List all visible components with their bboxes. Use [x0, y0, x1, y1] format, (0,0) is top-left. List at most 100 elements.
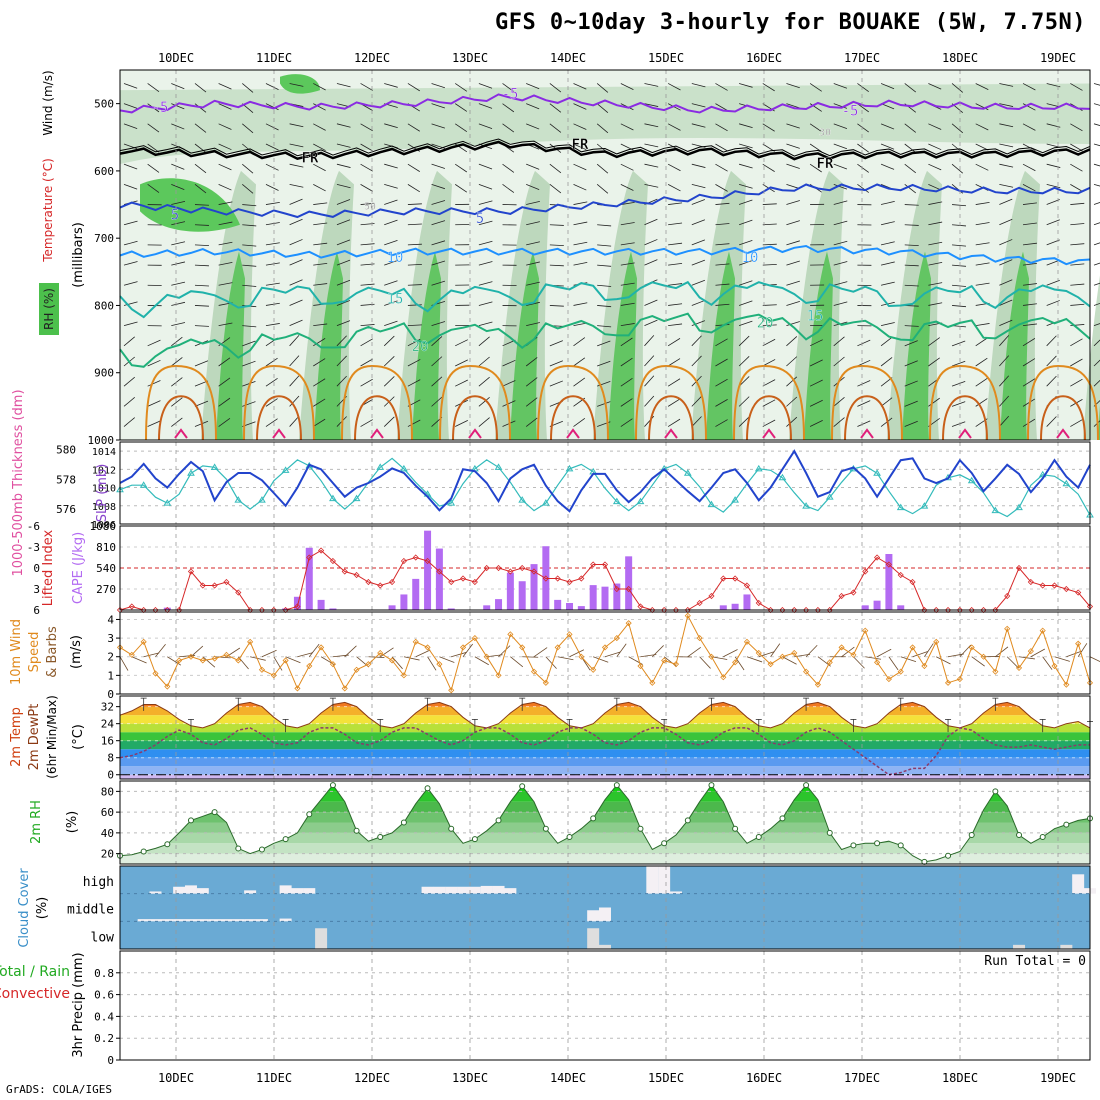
wind-barb [526, 183, 540, 190]
wind-barb [876, 648, 892, 658]
wind-speed-marker [720, 674, 727, 681]
slp-tick-label: 1014 [92, 447, 116, 458]
li-marker [874, 554, 881, 561]
wind-barb [289, 375, 300, 387]
wind-barb [336, 375, 347, 387]
cape-bar [554, 599, 562, 610]
wind-barb [336, 163, 351, 168]
wind-barb [202, 656, 216, 668]
wind-barb [1093, 202, 1100, 205]
wind-barb [407, 223, 422, 226]
date-label-top: 14DEC [550, 51, 586, 65]
wind-barb [857, 83, 869, 93]
thickness-marker [281, 466, 290, 473]
wind-barb [431, 396, 443, 407]
wind-barb [289, 259, 303, 266]
wind-speed-marker [850, 651, 857, 658]
li-marker [199, 582, 206, 589]
wind-speed-marker [282, 657, 289, 664]
wind-barb [1046, 199, 1060, 205]
wind-barb [242, 244, 257, 247]
thickness-marker [731, 496, 740, 503]
li-marker [365, 578, 372, 586]
rh-plume [1083, 275, 1100, 440]
wind-barb [360, 143, 373, 152]
wind-barb [904, 123, 917, 133]
wind-barb [687, 646, 701, 658]
wind-barb [975, 83, 989, 90]
wind-barb [809, 163, 822, 173]
wind-barb [880, 397, 893, 407]
rh-plume-core [216, 251, 245, 440]
rh-plume-core [608, 251, 637, 440]
wind-barb [313, 202, 328, 205]
wind-barb [952, 244, 967, 247]
wind-barb [455, 420, 468, 427]
li-marker [483, 564, 490, 572]
thickness-marker [707, 500, 716, 508]
wind-barb [691, 300, 706, 306]
wind-barb [999, 123, 1014, 128]
wind-barb [123, 336, 135, 347]
wind-barb [407, 359, 421, 367]
wind-barb [786, 260, 800, 266]
wind-speed-marker [672, 661, 680, 668]
wind-barb [407, 419, 421, 427]
wind-barb [147, 420, 161, 427]
slp-line [119, 449, 1091, 513]
wind-barb [285, 656, 301, 664]
wind-barb [407, 123, 420, 132]
temp-color-band [120, 774, 1090, 779]
wind-barb [242, 284, 257, 287]
wind-barb [880, 261, 895, 266]
wind-barb [1022, 123, 1036, 131]
cape-li-frame [119, 525, 1091, 611]
wind-barb [644, 123, 659, 128]
wind-barb [478, 301, 493, 306]
wind-barb [478, 163, 493, 170]
wind-barb [762, 263, 777, 266]
wind-barb [502, 163, 515, 173]
wind-barb [261, 649, 277, 658]
wind-barb [1022, 202, 1037, 205]
wind-barb [880, 241, 895, 246]
li-marker [353, 571, 360, 579]
wind-barb [143, 652, 160, 658]
li-marker [495, 564, 502, 572]
wind-barb [904, 163, 917, 174]
wind-barb [384, 163, 398, 169]
wind-barb [313, 358, 326, 367]
wind-barb [526, 301, 540, 306]
cloud-bar [492, 885, 505, 894]
wind-barb [1046, 259, 1060, 266]
precip-total-label: Total / Rain [0, 964, 70, 980]
wind-barb [691, 279, 706, 286]
thickness-marker [139, 481, 148, 488]
wind-barb [265, 242, 280, 246]
wind-barb [360, 163, 373, 172]
wind-speed-marker [507, 631, 514, 638]
wind-barb [833, 397, 845, 407]
wind-barb [265, 123, 279, 131]
wind-barb [1070, 378, 1083, 387]
wind-barb [478, 123, 493, 129]
cape-bar [424, 530, 432, 610]
wind-speed-marker [779, 653, 786, 660]
cape-tick-label: 810 [96, 541, 116, 554]
wind-barb [526, 261, 540, 266]
wind-barb [857, 339, 871, 347]
wind-barb [194, 204, 209, 206]
wind-barb [194, 325, 209, 327]
slp-tick-label: 1006 [92, 520, 116, 531]
wind-barb [526, 123, 540, 130]
wind-barb [620, 398, 633, 407]
wind-barb [880, 281, 895, 286]
wind-barb [691, 355, 702, 367]
wind-barb [833, 240, 848, 246]
wind-barb [1070, 83, 1083, 91]
wind-barb [242, 401, 256, 407]
li-marker [613, 585, 620, 593]
wind-speed-marker [578, 653, 585, 660]
wind-barb [597, 381, 611, 387]
wind-barb [715, 123, 728, 132]
